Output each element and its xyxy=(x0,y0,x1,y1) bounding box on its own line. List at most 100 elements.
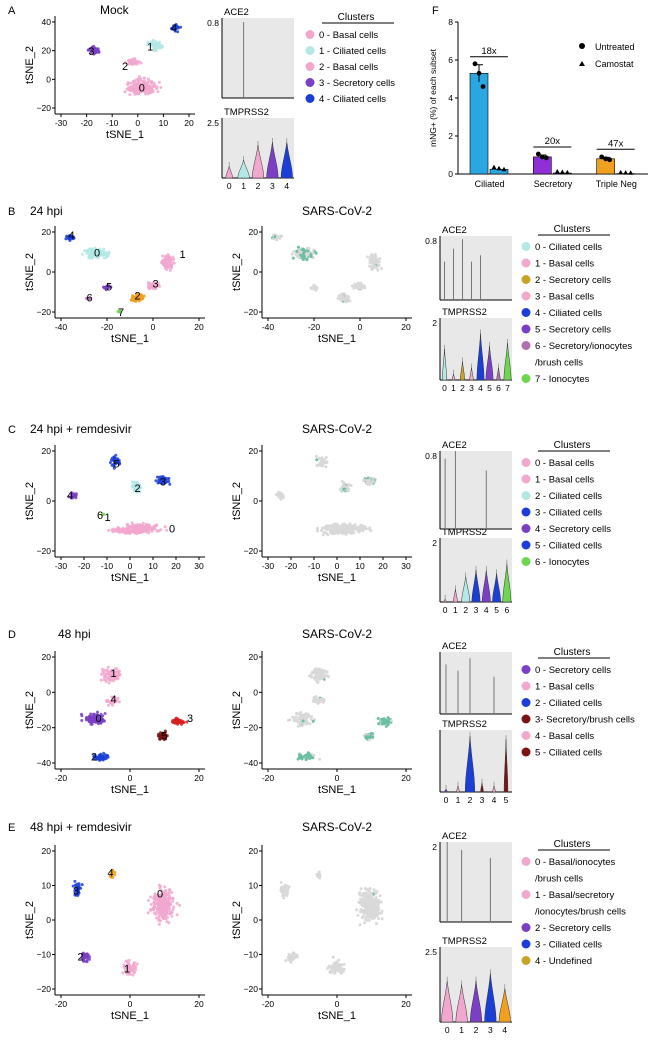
cluster-points xyxy=(121,958,139,977)
x-tick-label: 0 xyxy=(335,999,340,1009)
point-camostat xyxy=(496,165,502,171)
legend-item: /ionocytes/brush cells xyxy=(535,907,626,918)
cell-points xyxy=(326,955,346,975)
f-category-label: Secretory xyxy=(534,179,573,189)
legend-item: 2 - Ciliated cells xyxy=(535,491,602,502)
legend-item: 1 - Ciliated cells xyxy=(319,46,386,57)
cluster-points xyxy=(156,729,169,741)
legend-item: 1 - Basal cells xyxy=(535,475,594,486)
y-tick-label: 20 xyxy=(249,446,259,456)
ace2-y-tick: 0.8 xyxy=(425,236,437,246)
y-axis-label: tSNE_2 xyxy=(231,482,243,520)
tmprss2-violin xyxy=(461,576,471,603)
cluster-label: 4 xyxy=(107,868,113,880)
x-tick-label: -20 xyxy=(78,561,91,571)
tmprss2-title: TMPRSS2 xyxy=(442,527,487,538)
cell-points xyxy=(296,751,322,762)
panel-letter: E xyxy=(8,822,15,834)
y-axis-label: tSNE_2 xyxy=(231,691,243,729)
tmprss2-title: TMPRSS2 xyxy=(224,107,269,118)
legend-swatch xyxy=(305,94,315,103)
y-tick-label: −20 xyxy=(37,723,52,733)
legend-swatch xyxy=(521,458,531,467)
legend-swatch xyxy=(521,923,531,932)
tmprss2-y-tick: 2.5 xyxy=(207,118,219,128)
legend-untreated-marker xyxy=(579,43,585,49)
cell-points xyxy=(315,870,322,880)
point-camostat xyxy=(564,169,570,175)
cluster-points xyxy=(92,751,110,762)
x-tick-label: 0 xyxy=(358,322,363,332)
y-tick-label: −10 xyxy=(37,950,52,960)
y-tick-label: 10 xyxy=(249,881,259,891)
cluster-label: 1 xyxy=(110,668,116,680)
sars-cov-2-title: SARS-CoV-2 xyxy=(302,820,372,834)
legend-item: 0 - Basal cells xyxy=(319,30,378,41)
x-tick-label: -30 xyxy=(55,118,68,128)
x-axis-label: tSNE_1 xyxy=(106,129,144,141)
legend-swatch xyxy=(305,46,315,55)
x-tick-label: 10 xyxy=(159,118,169,128)
x-tick-label: -20 xyxy=(101,322,114,332)
y-axis-label: tSNE_2 xyxy=(231,901,243,939)
x-tick-label: 20 xyxy=(401,322,411,332)
legend-item: 4 - Secretory cells xyxy=(535,524,611,535)
legend-camostat: Camostat xyxy=(595,59,634,69)
legend-item: 4 - Undefined xyxy=(535,956,592,967)
tmprss2-violin xyxy=(484,973,497,1023)
violin-x-tick: 6 xyxy=(496,383,501,393)
legend-item: 2 - Basal cells xyxy=(319,62,378,73)
ace2-y-tick: 2 xyxy=(432,842,437,852)
legend-item: 0 - Basal/ionocytes xyxy=(535,857,616,868)
cluster-label: 1 xyxy=(147,41,153,53)
f-y-tick: 8 xyxy=(448,17,453,27)
y-tick-label: −40 xyxy=(37,758,52,768)
legend-item: 1 - Basal/secretory xyxy=(535,890,614,901)
cell-points xyxy=(336,292,352,304)
cell-points xyxy=(279,881,291,900)
point-untreated xyxy=(543,155,549,161)
x-tick-label: 0 xyxy=(128,999,133,1009)
violin-x-tick: 2 xyxy=(468,795,473,805)
legend-swatch xyxy=(521,258,531,268)
point-untreated xyxy=(476,70,482,76)
panel-letter: A xyxy=(8,5,16,17)
point-untreated xyxy=(535,151,541,157)
cell-points xyxy=(338,480,353,494)
violin-x-tick: 0 xyxy=(227,181,232,191)
cluster-label: 4 xyxy=(110,694,116,706)
x-tick-label: 0 xyxy=(151,322,156,332)
x-axis-label: tSNE_1 xyxy=(318,1010,356,1022)
cell-points xyxy=(271,233,284,242)
y-tick-label: 0 xyxy=(46,915,51,925)
legend-item: 3- Secretory/brush cells xyxy=(535,715,635,726)
ace2-title: ACE2 xyxy=(224,7,249,18)
cluster-label: 2 xyxy=(134,291,140,303)
cluster-label: 2 xyxy=(122,61,128,73)
legend-swatch xyxy=(521,507,531,517)
violin-x-tick: 4 xyxy=(478,383,483,393)
violin-x-tick: 5 xyxy=(487,383,492,393)
ace2-plot-bg xyxy=(440,652,512,714)
cluster-points xyxy=(105,695,121,707)
x-tick-label: 20 xyxy=(194,773,204,783)
legend-header: Clusters xyxy=(554,647,591,658)
y-tick-label: 0 xyxy=(253,915,258,925)
cluster-points xyxy=(146,38,165,53)
panel-letter: D xyxy=(8,629,16,641)
x-axis-label: tSNE_1 xyxy=(111,572,149,584)
point-camostat xyxy=(501,166,507,172)
y-tick-label: −20 xyxy=(37,984,52,994)
legend-swatch xyxy=(521,474,531,484)
legend-swatch xyxy=(521,890,531,899)
cluster-points xyxy=(81,246,111,260)
x-tick-label: -20 xyxy=(262,999,275,1009)
legend-header: Clusters xyxy=(554,224,591,235)
violin-x-tick: 3 xyxy=(488,1025,493,1035)
cluster-label: 3 xyxy=(160,476,166,488)
cluster-points xyxy=(71,879,84,897)
tmprss2-plot-bg xyxy=(440,730,512,792)
point-untreated xyxy=(539,154,545,160)
y-tick-label: 20 xyxy=(42,46,52,56)
tmprss2-violin xyxy=(502,563,512,603)
